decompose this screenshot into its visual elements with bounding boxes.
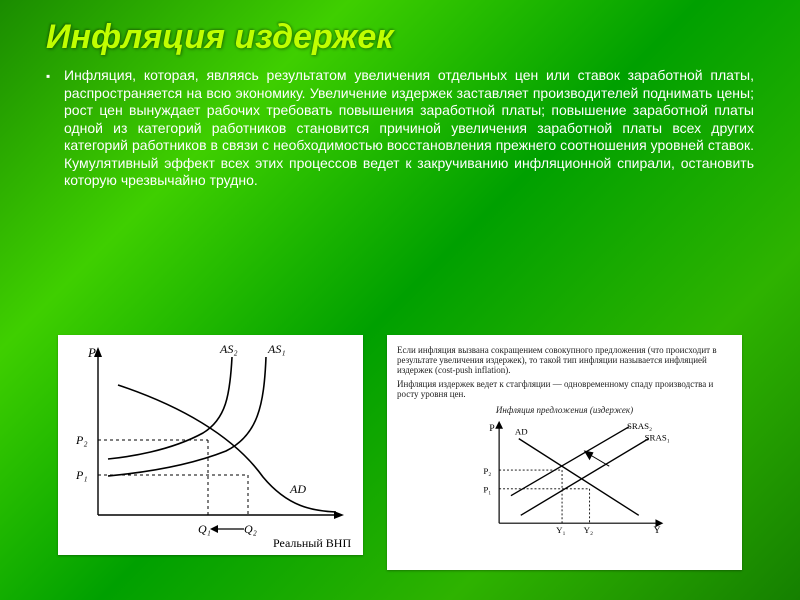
- r-shift-arrow-icon: [583, 450, 593, 460]
- label-as2: AS₂: [219, 342, 238, 356]
- bullet-icon: ▪: [46, 67, 64, 83]
- r-label-sras2: SRAS₂: [626, 421, 651, 431]
- r-y-arrow-icon: [495, 421, 503, 429]
- slide-title: Инфляция издержек: [46, 18, 754, 57]
- body-text: Инфляция, которая, являясь результатом у…: [64, 67, 754, 190]
- r-label-y: Y: [653, 525, 660, 535]
- r-sras1: [520, 439, 648, 516]
- body-row: ▪ Инфляция, которая, являясь результатом…: [46, 67, 754, 190]
- r-label-y1: Y₁: [556, 525, 565, 535]
- r-label-p: P: [489, 423, 495, 434]
- label-q2: Q₂: [244, 522, 257, 536]
- r-label-sras1: SRAS₁: [644, 433, 669, 443]
- label-p: P: [87, 345, 96, 360]
- diagrams-container: P P₂ P₁ Q₁ Q₂ AS₂ AS₁ AD Реальный ВНП Ес…: [0, 335, 800, 570]
- right-para1: Если инфляция вызвана сокращением совоку…: [397, 345, 732, 375]
- as1-curve: [108, 357, 266, 476]
- slide: Инфляция издержек ▪ Инфляция, которая, я…: [0, 0, 800, 600]
- right-para2: Инфляция издержек ведет к стагфляции — о…: [397, 379, 732, 399]
- r-label-p1: P₁: [483, 485, 491, 495]
- q-arrow-head-icon: [210, 525, 218, 533]
- label-q1: Q₁: [198, 522, 211, 536]
- r-label-p2: P₂: [483, 466, 491, 476]
- label-as1: AS₁: [267, 342, 286, 356]
- right-chart: P P₂ P₁ Y₁ Y₂ Y AD SRAS₂ SRAS₁: [400, 417, 730, 535]
- right-chart-title: Инфляция предложения (издержек): [397, 405, 732, 415]
- as2-curve: [108, 357, 232, 459]
- r-label-ad: AD: [514, 427, 527, 437]
- label-p2: P₂: [75, 433, 88, 447]
- label-x: Реальный ВНП: [273, 536, 351, 550]
- r-ad: [518, 439, 638, 516]
- left-chart: P P₂ P₁ Q₁ Q₂ AS₂ AS₁ AD Реальный ВНП: [58, 335, 363, 555]
- label-p1: P₁: [75, 468, 88, 482]
- right-panel: Если инфляция вызвана сокращением совоку…: [387, 335, 742, 570]
- r-label-y2: Y₂: [583, 525, 592, 535]
- label-ad: AD: [289, 482, 306, 496]
